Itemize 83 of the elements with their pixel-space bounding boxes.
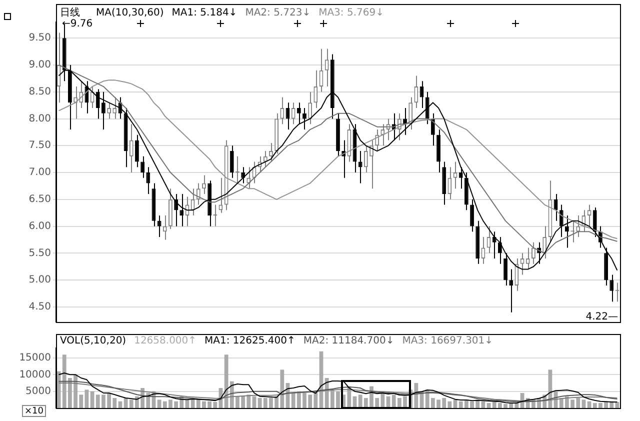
bar — [486, 403, 491, 408]
candlestick — [526, 247, 530, 270]
y-tick-label: 10000 — [19, 369, 51, 380]
candlestick — [112, 96, 117, 120]
candlestick — [157, 215, 162, 238]
y-tick-label: 5.50 — [28, 248, 51, 259]
candlestick — [481, 236, 486, 264]
annotation: ←9.76 — [62, 18, 93, 30]
y-tick-label: 8.00 — [28, 113, 51, 124]
candlestick — [531, 242, 536, 264]
y-tick-label: 7.50 — [28, 140, 51, 152]
candlestick — [90, 86, 94, 109]
text: MA1: 5.184↓ — [172, 8, 238, 19]
y-tick-label: 8.50 — [28, 86, 51, 98]
candlestick — [408, 96, 413, 130]
candlestick — [358, 150, 362, 184]
candlestick — [509, 268, 514, 313]
candlestick — [230, 145, 234, 178]
y-tick-label: 5000 — [26, 386, 51, 397]
text: MA1: 12625.400↑ — [204, 336, 296, 347]
legend-title: MA(10,30,60) — [96, 8, 164, 19]
candlestick — [190, 188, 195, 216]
candlestick — [430, 112, 435, 146]
candlestick — [146, 166, 150, 195]
candlestick — [280, 96, 284, 125]
candlestick — [403, 108, 407, 136]
y-tick-label: 9.50 — [28, 32, 51, 44]
candlestick — [196, 182, 200, 206]
candlestick — [308, 91, 312, 125]
candlestick — [246, 166, 251, 190]
y-tick-label: 6.00 — [28, 220, 51, 232]
candlestick — [364, 145, 368, 174]
candlestick — [542, 226, 547, 260]
candlestick — [291, 102, 296, 125]
text: MA3: 5.769↓ — [318, 8, 384, 19]
chart-title: 日线 — [60, 6, 80, 19]
candlestick — [458, 166, 463, 190]
y-tick-label: 9.00 — [28, 60, 51, 71]
candlestick — [236, 156, 240, 184]
candlestick — [102, 91, 106, 130]
candlestick — [610, 274, 614, 302]
candlestick — [296, 102, 301, 125]
candlestick — [492, 231, 496, 260]
candlestick — [269, 142, 273, 162]
candlestick — [559, 204, 564, 238]
text: MA3: 16697.301↓ — [402, 336, 494, 347]
candlestick — [263, 150, 268, 168]
y-tick-label: 7.00 — [28, 167, 51, 178]
candlestick — [180, 194, 184, 227]
candlestick — [74, 86, 78, 120]
candlestick — [414, 75, 418, 109]
candlestick — [107, 102, 112, 120]
y-tick-label: 15000 — [19, 352, 51, 364]
y-tick-label: 5.00 — [28, 274, 51, 286]
candlestick — [314, 70, 318, 109]
candlestick — [370, 140, 374, 190]
candlestick — [470, 198, 474, 232]
candlestick — [241, 166, 246, 184]
y-tick-label: 6.50 — [28, 194, 51, 206]
candlestick — [324, 48, 329, 88]
text: MA2: 5.723↓ — [245, 8, 311, 19]
annotation: 4.22— — [586, 312, 618, 323]
text: MA2: 11184.700↓ — [303, 336, 394, 347]
candlestick — [302, 108, 306, 130]
candlestick — [202, 174, 206, 195]
candlestick — [576, 215, 580, 238]
candlestick — [96, 88, 100, 120]
candlestick — [514, 258, 519, 292]
candlestick — [592, 206, 597, 238]
candlestick — [380, 124, 385, 146]
candlestick — [135, 134, 139, 168]
candlestick — [129, 124, 134, 174]
candlestick — [448, 166, 452, 200]
legend-title: VOL(5,10,20) — [60, 336, 126, 347]
candlestick — [425, 91, 430, 125]
bar — [84, 390, 89, 408]
text: 12658.000↑ — [134, 336, 197, 347]
candlestick — [498, 236, 502, 264]
candlestick — [162, 215, 167, 240]
y-tick-label: 4.50 — [28, 302, 51, 313]
candlestick — [140, 156, 145, 178]
candlestick — [564, 215, 569, 248]
text: ×10 — [24, 406, 44, 416]
